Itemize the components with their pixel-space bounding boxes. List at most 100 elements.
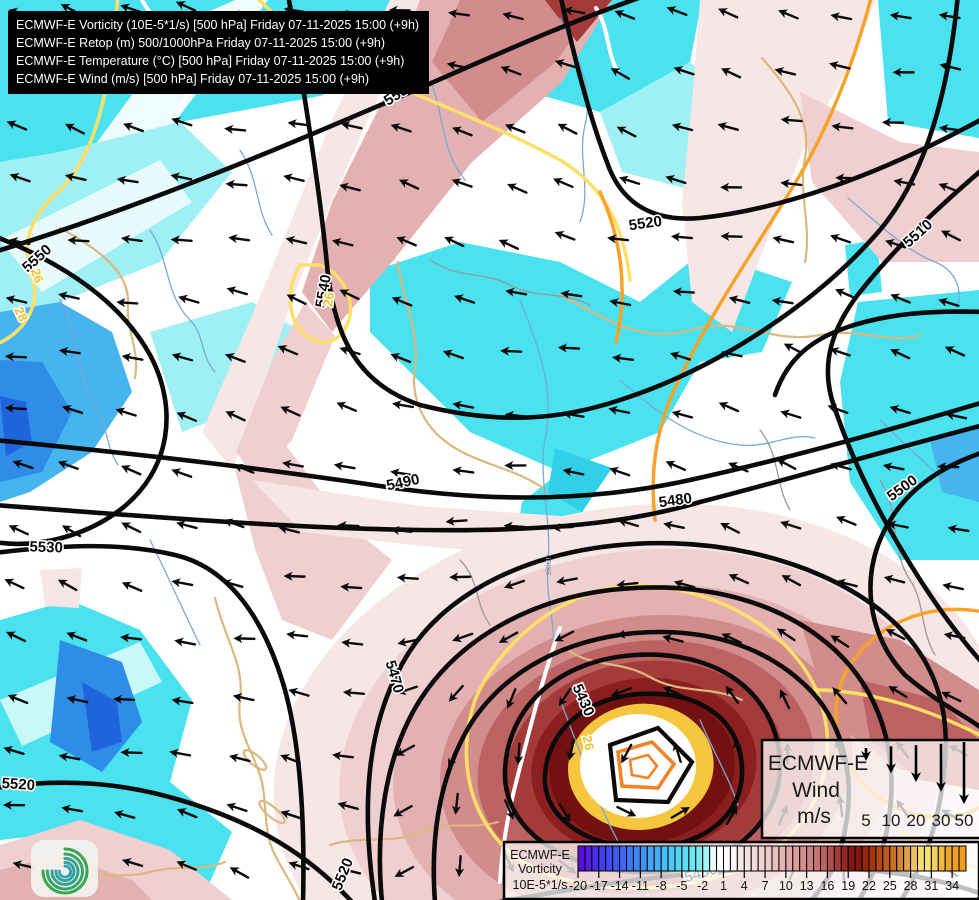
wind-arrow — [728, 295, 751, 305]
colorbar-tick-label: -8 — [656, 879, 667, 893]
wind-arrow — [113, 810, 136, 819]
wind-arrow — [672, 741, 682, 764]
map-fine-label: skiun — [543, 554, 553, 575]
header-line-retop: ECMWF-E Retop (m) 500/1000hPa Friday 07-… — [16, 36, 386, 50]
wind-arrow — [337, 801, 359, 811]
colorbar-cell — [639, 845, 648, 872]
contour-label: 26 — [28, 266, 47, 284]
colorbar-cell — [646, 845, 655, 872]
colorbar-cell — [820, 845, 828, 872]
colorbar-tick-label: -20 — [569, 879, 587, 893]
wind-arrow — [228, 234, 251, 244]
colorbar-cell — [792, 845, 801, 872]
wind-arrow — [58, 752, 81, 762]
wind-arrow — [553, 177, 574, 189]
header-line-vorticity: ECMWF-E Vorticity (10E-5*1/s) [500 hPa] … — [16, 18, 420, 32]
colorbar-tick-label: -5 — [676, 879, 687, 893]
wind-arrow — [498, 239, 520, 250]
colorbar-subtitle: Vorticity — [518, 862, 563, 876]
wind-arrow — [57, 579, 78, 592]
wind-arrow — [67, 235, 90, 246]
wind-arrow — [283, 173, 305, 183]
colorbar-cell — [591, 845, 600, 872]
wind-arrow — [665, 460, 687, 472]
wind-arrow — [277, 345, 299, 356]
colorbar-cell — [813, 845, 821, 872]
wind-arrow — [224, 353, 246, 363]
wind-arrow — [396, 685, 418, 695]
colorbar-cell — [861, 845, 870, 872]
wind-arrow — [830, 635, 850, 648]
wind-arrow — [3, 800, 26, 810]
wind-arrow — [558, 687, 572, 707]
colorbar-cell — [660, 845, 669, 872]
wind-arrow — [829, 61, 851, 71]
wind-arrow — [121, 353, 144, 363]
swirl-icon — [41, 847, 89, 895]
wind-arrow — [720, 231, 743, 241]
colorbar-unit: 10E-5*1/s — [513, 878, 568, 892]
wind-arrow — [395, 744, 416, 756]
wind-arrow — [720, 523, 741, 534]
wind-legend-title: ECMWF-E — [768, 752, 868, 775]
wind-arrow — [340, 582, 363, 592]
colorbar-cell — [917, 845, 925, 872]
wind-arrow — [390, 123, 412, 133]
wind-arrow — [280, 754, 301, 764]
wind-arrow — [391, 296, 413, 307]
wind-arrow — [725, 685, 740, 704]
wind-legend-subtitle: Wind — [792, 779, 840, 802]
wind-arrow — [4, 352, 28, 362]
wind-arrow — [171, 578, 194, 588]
wind-arrow — [554, 59, 577, 69]
wind-arrow — [225, 179, 248, 189]
boundary-lines — [429, 259, 936, 656]
wind-arrow — [616, 579, 639, 589]
wind-arrow — [504, 460, 527, 471]
wind-speed-label: 10 — [882, 811, 901, 830]
wind-arrow — [621, 743, 633, 764]
contour-label: 26 — [320, 291, 337, 307]
colorbar-cell — [937, 845, 946, 872]
wind-arrow — [3, 745, 25, 756]
colorbar-cell — [688, 845, 697, 872]
colorbar-cell — [764, 845, 773, 872]
wind-arrow — [557, 123, 578, 135]
colorbar-cell — [910, 845, 918, 872]
wind-arrow — [718, 8, 739, 19]
wind-arrow — [282, 459, 304, 469]
wind-legend: ECMWF-E Wind m/s 5 10 20 30 50 — [760, 738, 979, 840]
colorbar-cell — [771, 845, 780, 872]
wind-arrow — [116, 298, 139, 308]
wind-arrow — [286, 630, 309, 640]
wind-arrow — [451, 792, 462, 815]
wind-arrow — [169, 748, 192, 758]
wind-speed-label: 50 — [955, 811, 974, 830]
wind-arrow — [61, 525, 82, 538]
wind-arrow — [612, 353, 635, 363]
wind-arrow — [285, 235, 308, 245]
wind-arrow — [283, 571, 306, 581]
wind-arrow — [557, 343, 581, 353]
wind-arrow — [779, 689, 791, 710]
wind-arrow — [448, 684, 464, 702]
wind-arrow — [728, 462, 749, 473]
wind-arrow — [446, 60, 469, 70]
contour-label: 26 — [580, 734, 598, 751]
wind-arrow — [562, 467, 585, 477]
wind-arrow — [454, 294, 476, 304]
colorbar-ticks: -20 -17 -14 -11 -8 -5 -2 1 4 7 10 13 16 19 22 25 28 31 34 — [569, 871, 959, 893]
wind-arrow — [333, 461, 356, 471]
wind-arrow — [942, 582, 964, 592]
wind-arrow — [554, 630, 575, 642]
wind-arrow — [57, 460, 79, 470]
wind-arrow — [176, 520, 198, 530]
wind-arrow — [937, 462, 960, 472]
wind-arrow — [720, 67, 742, 79]
colorbar-cell — [653, 845, 662, 872]
wind-arrow — [783, 343, 804, 355]
wind-arrow — [120, 465, 142, 476]
colorbar-cell — [695, 845, 704, 872]
wind-arrow — [331, 237, 354, 247]
